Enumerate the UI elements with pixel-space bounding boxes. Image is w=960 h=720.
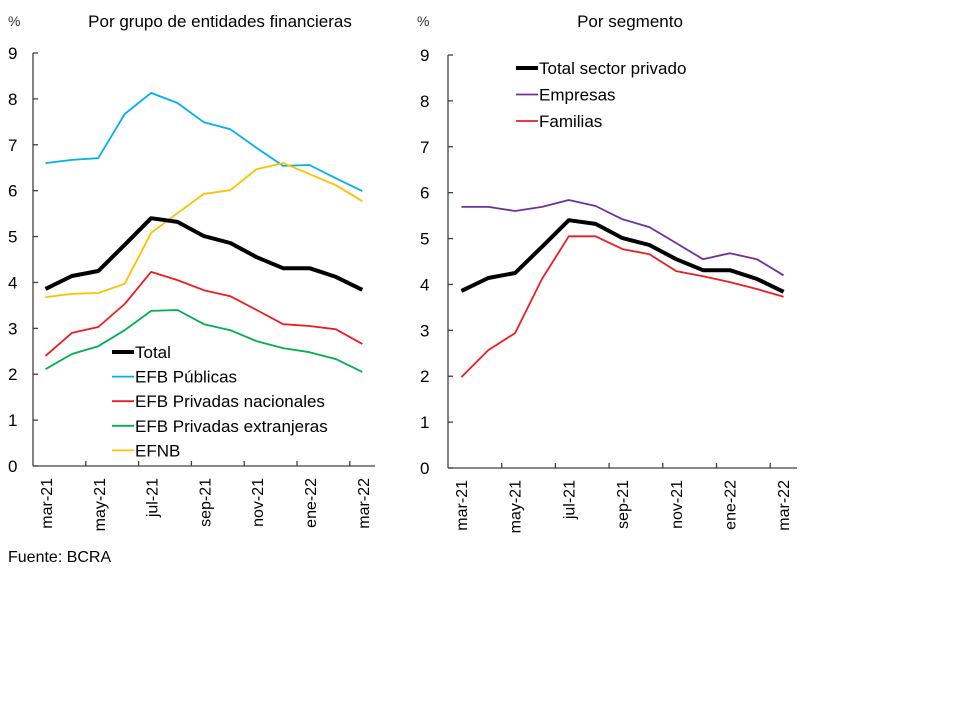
chart-left-series-efb-privadas-nacionales: [44, 270, 363, 357]
chart-left-x-tick-label: jul-21: [145, 478, 162, 518]
chart-right: % Por segmento 0 1 2 3 4 5 6 7 8 9 mar-21 may-21 jul…: [417, 12, 797, 533]
chart-right-y-tick-label: 1: [420, 413, 429, 432]
chart-right-x-tick-label: may-21: [508, 480, 525, 533]
chart-left-x-tick-label: sep-21: [197, 478, 214, 527]
chart-right-x-tick-label: nov-21: [669, 480, 686, 529]
source-note: Fuente: BCRA: [8, 549, 111, 566]
chart-left-legend-item: EFB Privadas nacionales: [112, 392, 325, 411]
chart-right-legend-label: Total sector privado: [539, 59, 686, 78]
chart-right-series-total-sector-privado: [460, 218, 785, 294]
chart-left-title: Por grupo de entidades financieras: [88, 12, 352, 31]
chart-right-legend-item: Total sector privado: [516, 59, 686, 78]
chart-left-legend-item: Total: [112, 343, 171, 362]
chart-left-legend-label: EFB Privadas extranjeras: [135, 417, 328, 436]
chart-right-y-tick-label: 2: [420, 367, 429, 386]
chart-left-x-tick-label: mar-22: [356, 478, 373, 529]
chart-right-y-tick-label: 3: [420, 321, 429, 340]
chart-left-legend-label: EFB Públicas: [135, 368, 237, 387]
chart-left-y-tick-label: 7: [8, 136, 17, 155]
chart-left-series-efb-publicas: [45, 92, 363, 192]
chart-right-legend-label: Familias: [539, 112, 602, 131]
chart-right-x-tick-label: sep-21: [615, 480, 632, 529]
chart-left-y-tick-label: 3: [8, 319, 17, 338]
chart-left-y-tick-label: 4: [8, 273, 17, 292]
chart-right-y-tick-label: 8: [420, 92, 429, 111]
chart-left-y-tick-label: 0: [8, 457, 17, 476]
chart-right-series-empresas: [461, 199, 785, 277]
chart-right-legend: Total sector privado Empresas Familias: [516, 59, 686, 131]
chart-left-y-tick-label: 5: [8, 228, 17, 247]
chart-right-series: [460, 199, 785, 378]
chart-left-y-tick-label: 6: [8, 182, 17, 201]
chart-right-x-tick-label: ene-22: [723, 480, 740, 530]
chart-left-legend: Total EFB Públicas EFB Privadas nacionales…: [112, 343, 328, 460]
chart-left-x-tick-label: mar-21: [39, 478, 56, 529]
chart-left-y-tick-label: 2: [8, 365, 17, 384]
chart-right-legend-label: Empresas: [539, 86, 616, 105]
chart-right-legend-item: Empresas: [516, 86, 616, 105]
chart-left-legend-label: EFB Privadas nacionales: [135, 392, 325, 411]
chart-left-x-tick-label: may-21: [92, 478, 109, 531]
chart-right-y-tick-label: 7: [420, 138, 429, 157]
chart-left-y-tick-label: 9: [8, 44, 17, 63]
chart-left-series-efnb: [45, 162, 363, 298]
chart-left-axes: 0 1 2 3 4 5 6 7 8 9 mar-21 may-21 jul-21 sep-21 nov-21…: [8, 44, 375, 531]
chart-right-series-familias: [460, 235, 784, 378]
chart-right-unit-label: %: [417, 13, 429, 29]
chart-right-axes: 0 1 2 3 4 5 6 7 8 9 mar-21 may-21 jul-21 sep-21 nov-21…: [420, 46, 797, 533]
chart-right-legend-item: Familias: [516, 112, 602, 131]
chart-left-x-tick-label: ene-22: [303, 478, 320, 528]
chart-left-series-total: [44, 216, 364, 292]
chart-left: % Por grupo de entidades financieras 0 1 2…: [8, 12, 375, 531]
chart-left-legend-label: EFNB: [135, 441, 180, 460]
chart-left-unit-label: %: [8, 13, 20, 29]
chart-left-y-tick-label: 1: [8, 411, 17, 430]
chart-left-legend-label: Total: [135, 343, 171, 362]
chart-left-legend-item: EFB Privadas extranjeras: [112, 417, 328, 436]
chart-left-x-tick-label: nov-21: [250, 478, 267, 527]
chart-right-y-tick-label: 5: [420, 230, 429, 249]
chart-right-x-tick-label: jul-21: [561, 480, 578, 520]
chart-left-legend-item: EFB Públicas: [112, 368, 237, 387]
chart-left-series-efb-privadas-extranjeras: [45, 309, 363, 373]
chart-right-x-tick-label: mar-22: [776, 480, 793, 531]
chart-right-x-tick-label: mar-21: [454, 480, 471, 531]
chart-right-y-tick-label: 0: [420, 459, 429, 478]
chart-left-legend-item: EFNB: [112, 441, 180, 460]
chart-left-y-tick-label: 8: [8, 90, 17, 109]
chart-right-y-tick-label: 6: [420, 184, 429, 203]
chart-right-y-tick-label: 9: [420, 46, 429, 65]
chart-left-series: [44, 92, 364, 373]
chart-right-y-tick-label: 4: [420, 275, 429, 294]
chart-right-title: Por segmento: [577, 12, 683, 31]
